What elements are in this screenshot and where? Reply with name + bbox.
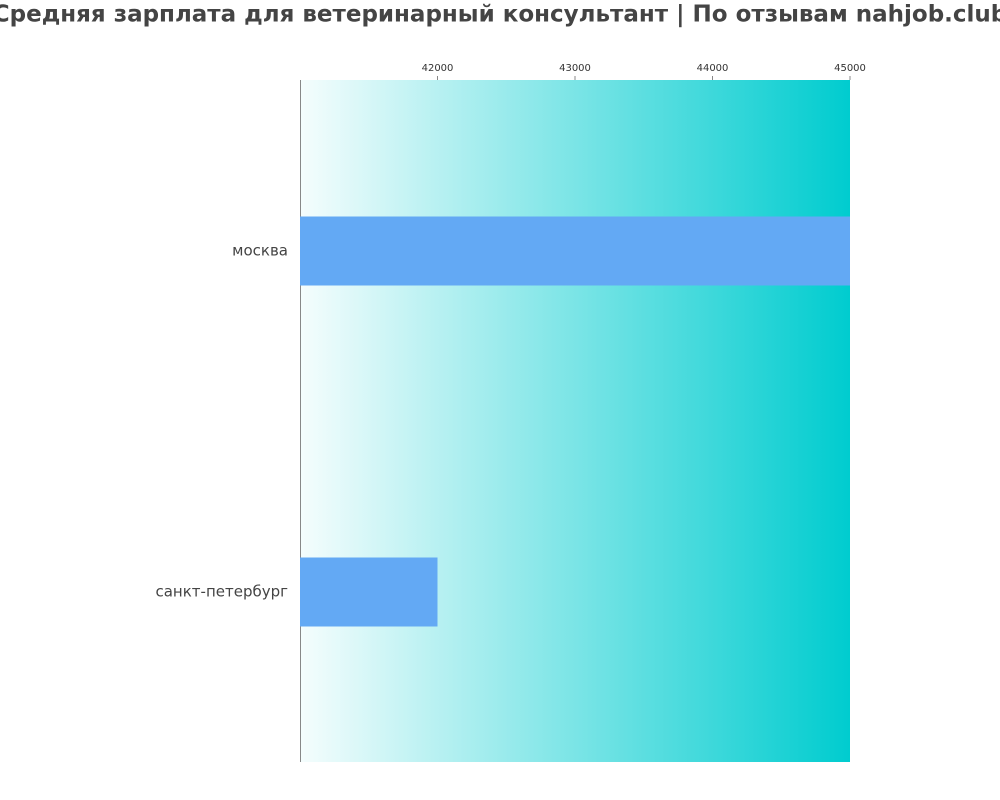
bar xyxy=(300,216,850,286)
chart-title: Средняя зарплата для ветеринарный консул… xyxy=(0,2,1000,28)
x-tick-label: 43000 xyxy=(559,63,591,74)
x-tick-label: 44000 xyxy=(697,63,729,74)
plot-background xyxy=(300,80,850,762)
x-tick-label: 45000 xyxy=(834,63,866,74)
bar xyxy=(300,557,438,627)
x-tick-label: 42000 xyxy=(422,63,454,74)
y-tick-label: санкт-петербург xyxy=(155,583,288,601)
y-tick-label: москва xyxy=(232,242,288,260)
